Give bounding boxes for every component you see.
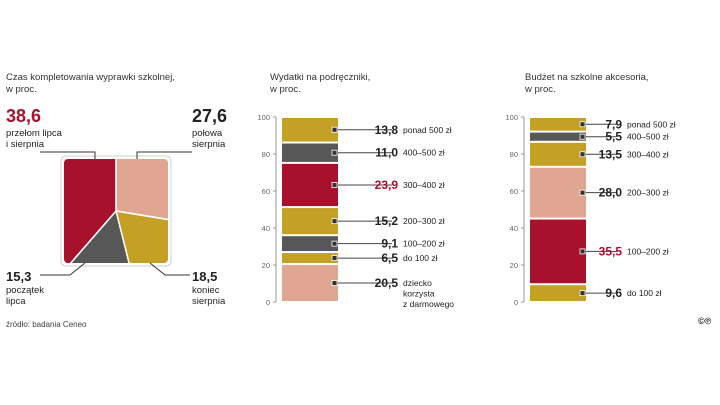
books-chart-title: Wydatki na podręczniki, w proc. — [270, 72, 370, 96]
publisher-logo: ©℗ — [698, 316, 712, 326]
books-y-tick-label-40: 40 — [262, 224, 270, 233]
books-segment-4 — [282, 208, 338, 235]
accessories-y-tick-label-100: 100 — [505, 113, 518, 122]
accessories-title-line1: Budżet na szkolne akcesoria, — [525, 72, 649, 83]
books-value-4: 15,2 — [375, 214, 399, 228]
accessories-segment-6 — [530, 118, 586, 131]
source-note: źródło: badania Ceneo — [6, 320, 87, 329]
books-marker-6 — [331, 149, 338, 156]
books-marker-1 — [331, 280, 338, 286]
pie-label-1: przełom lipca i sierpnia — [6, 128, 62, 150]
books-value-7: 13,8 — [375, 123, 399, 137]
accessories-label-4: 300–400 zł — [627, 149, 669, 159]
accessories-label-3: 200–300 zł — [627, 188, 669, 198]
books-segment-3 — [282, 236, 338, 252]
books-title-line2: w proc. — [270, 84, 301, 95]
accessories-value-5: 5,5 — [605, 130, 622, 144]
books-title-line1: Wydatki na podręczniki, — [270, 72, 371, 83]
books-label-4: 200–300 zł — [403, 216, 445, 226]
pie-chart — [40, 151, 192, 276]
accessories-value-4: 13,5 — [599, 147, 623, 161]
books-marker-4 — [331, 218, 338, 225]
accessories-y-tick-label-20: 20 — [510, 261, 518, 270]
books-value-5: 23,9 — [375, 178, 399, 192]
pie-value-3: 18,5 — [192, 269, 218, 284]
books-label-1-line-3: z darmowego — [403, 299, 454, 309]
books-label-1-line-2: korzysta — [403, 289, 435, 299]
accessories-y-tick-label-40: 40 — [510, 224, 518, 233]
books-label-3: 100–200 zł — [403, 239, 445, 249]
accessories-marker-4 — [579, 151, 586, 158]
pie-label-4: początek lipca — [6, 285, 45, 307]
accessories-value-2: 35,5 — [599, 244, 623, 258]
pie-value-1: 38,6 — [6, 106, 42, 126]
books-segment-7 — [282, 118, 338, 142]
books-value-2: 6,5 — [381, 251, 398, 265]
pie-leader-4 — [40, 262, 86, 276]
accessories-label-6: ponad 500 zł — [627, 119, 676, 129]
books-label-5: 300–400 zł — [403, 180, 445, 190]
books-label-7: ponad 500 zł — [403, 125, 452, 135]
accessories-y-tick-label-80: 80 — [510, 150, 518, 159]
books-marker-2 — [331, 255, 338, 261]
accessories-chart-title: Budżet na szkolne akcesoria, w proc. — [525, 72, 649, 96]
pie-value-4: 15,3 — [6, 269, 32, 284]
pie-leader-1 — [40, 151, 96, 159]
pie-leader-2 — [136, 151, 192, 159]
books-y-tick-label-60: 60 — [262, 187, 270, 196]
pie-value-2: 27,6 — [192, 106, 228, 126]
books-y-tick-label-100: 100 — [257, 113, 270, 122]
accessories-marker-2 — [579, 248, 586, 255]
pie-chart-title: Czas kompletowania wyprawki szkolnej, w … — [6, 72, 175, 96]
accessories-marker-6 — [579, 121, 586, 128]
books-value-6: 11,0 — [375, 146, 398, 160]
accessories-stacked-bar-chart: 0 20 40 60 80 100 9,6 do 100 zł 35,5 100–200 zł 28… — [505, 113, 676, 307]
books-segment-1 — [282, 265, 338, 301]
books-label-6: 400–500 zł — [403, 148, 445, 158]
accessories-segment-5 — [530, 132, 586, 141]
pie-slice-3 — [114, 210, 168, 263]
accessories-value-6: 7,9 — [605, 117, 622, 131]
accessories-label-1: do 100 zł — [627, 288, 662, 298]
books-segment-6 — [282, 143, 338, 162]
pie-slice-4 — [64, 209, 166, 263]
accessories-segment-2 — [530, 219, 586, 284]
books-marker-7 — [331, 126, 338, 133]
accessories-value-3: 28,0 — [599, 186, 623, 200]
books-y-tick-label-20: 20 — [262, 261, 270, 270]
books-label-1-line-1: dziecko — [403, 278, 432, 288]
accessories-segment-3 — [530, 167, 586, 218]
books-segment-5 — [282, 163, 338, 207]
accessories-value-1: 9,6 — [605, 286, 622, 300]
books-y-tick-label-80: 80 — [262, 150, 270, 159]
books-marker-5 — [331, 182, 338, 188]
books-segment-2 — [282, 253, 338, 264]
books-y-tick-label-0: 0 — [266, 298, 270, 307]
accessories-y-tick-label-0: 0 — [514, 298, 518, 307]
accessories-marker-5 — [579, 133, 586, 140]
pie-leader-3 — [149, 262, 190, 276]
books-value-1: 20,5 — [375, 276, 399, 290]
books-label-2: do 100 zł — [403, 253, 438, 263]
accessories-marker-1 — [579, 290, 586, 297]
pie-slice-2 — [115, 159, 168, 245]
pie-label-3: koniec sierpnia — [192, 285, 226, 307]
accessories-segment-4 — [530, 142, 586, 166]
accessories-y-tick-label-60: 60 — [510, 187, 518, 196]
accessories-marker-3 — [579, 189, 586, 196]
accessories-segment-1 — [530, 285, 586, 301]
pie-title-line2: w proc. — [6, 84, 37, 95]
accessories-label-5: 400–500 zł — [627, 132, 669, 142]
books-marker-3 — [331, 240, 338, 247]
pie-label-2: połowa sierpnia — [192, 128, 226, 150]
pie-title-line1: Czas kompletowania wyprawki szkolnej, — [6, 72, 175, 83]
accessories-label-2: 100–200 zł — [627, 246, 669, 256]
books-value-3: 9,1 — [381, 237, 398, 251]
accessories-title-line2: w proc. — [525, 84, 556, 95]
